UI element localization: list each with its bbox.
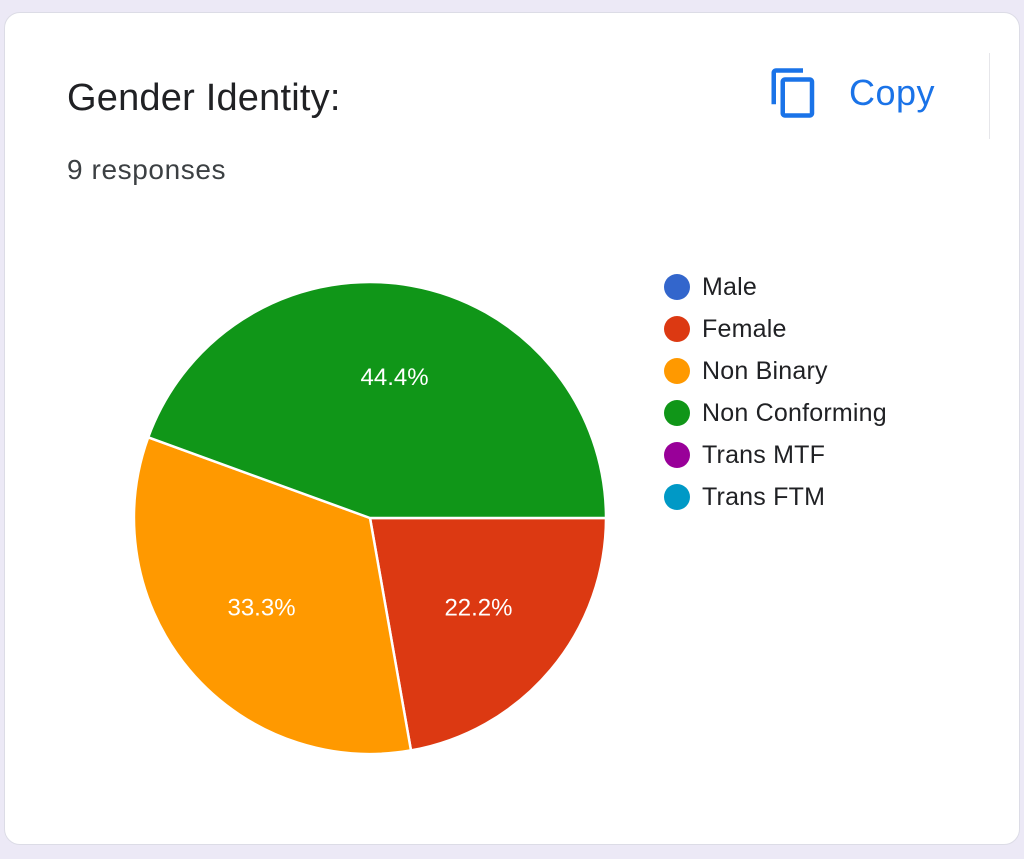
legend-label: Non Binary — [702, 356, 828, 385]
legend-item-non-binary: Non Binary — [664, 350, 887, 392]
divider — [989, 53, 990, 139]
copy-icon — [771, 68, 815, 118]
legend-item-male: Male — [664, 266, 887, 308]
legend-swatch — [664, 484, 690, 510]
legend-swatch — [664, 442, 690, 468]
pie-data-label-female: 22.2% — [444, 594, 512, 621]
legend-item-trans-mtf: Trans MTF — [664, 434, 887, 476]
question-title: Gender Identity: — [67, 77, 341, 119]
pie-slice-non-conforming — [146, 280, 608, 520]
response-count: 9 responses — [67, 154, 227, 185]
legend-swatch — [664, 274, 690, 300]
legend-label: Trans MTF — [702, 440, 826, 469]
legend-swatch — [664, 316, 690, 342]
legend-item-non-conforming: Non Conforming — [664, 392, 887, 434]
copy-button[interactable]: Copy — [767, 63, 935, 123]
legend-swatch — [664, 358, 690, 384]
legend-label: Trans FTM — [702, 482, 826, 511]
pie-data-labels: 22.2% 33.3% 44.4% — [227, 364, 512, 621]
copy-button-label: Copy — [849, 72, 936, 113]
pie-slices — [132, 280, 608, 756]
pie-slice-non-binary — [132, 436, 413, 756]
chart-legend: Male Female Non Binary Non Conforming Trans … — [664, 266, 887, 518]
pie-data-label-non-conforming: 44.4% — [361, 364, 429, 391]
legend-item-trans-ftm: Trans FTM — [664, 476, 887, 518]
legend-label: Male — [702, 272, 757, 301]
pie-slice-female — [368, 516, 608, 752]
legend-label: Non Conforming — [702, 398, 887, 427]
pie-data-label-non-binary: 33.3% — [227, 594, 295, 621]
legend-swatch — [664, 400, 690, 426]
legend-label: Female — [702, 314, 787, 343]
legend-item-female: Female — [664, 308, 887, 350]
